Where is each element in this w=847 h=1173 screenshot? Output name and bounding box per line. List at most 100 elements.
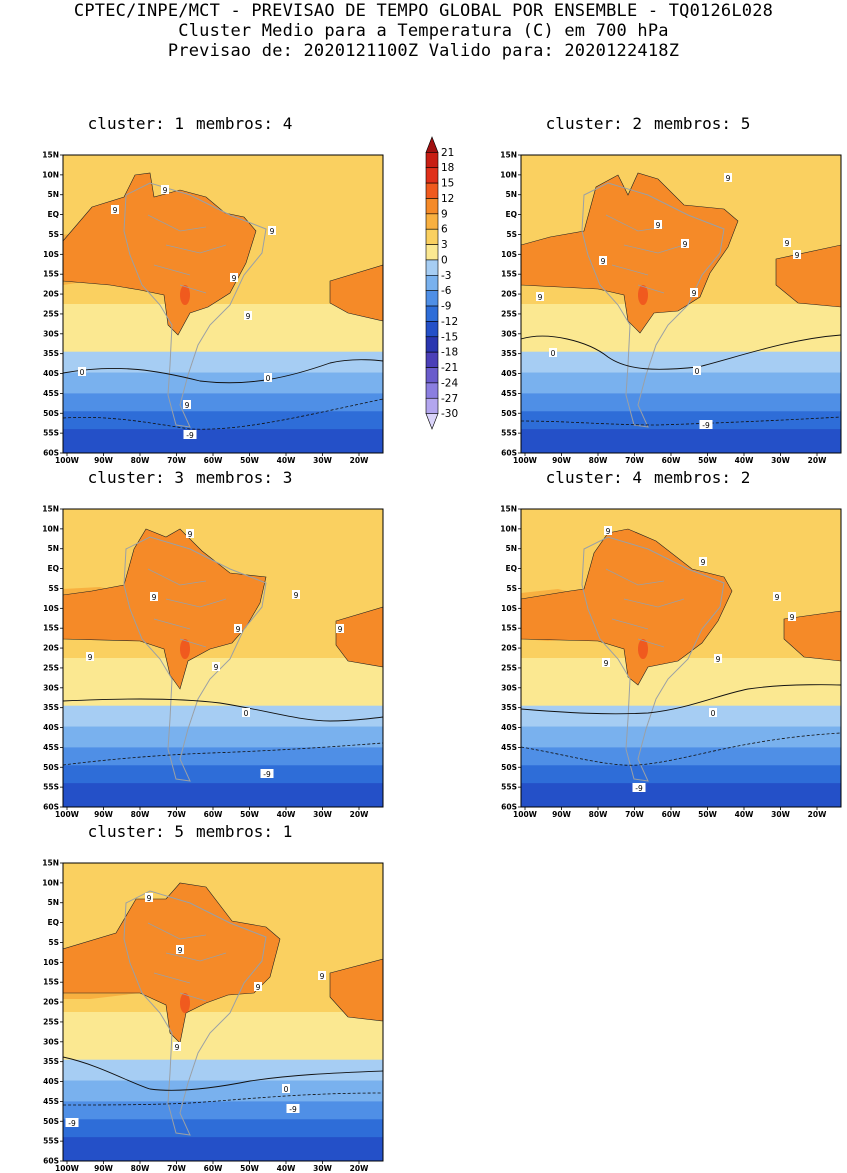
lon-label: 80W [131,456,150,465]
lat-label: 20S [43,644,59,653]
lon-label: 80W [589,456,608,465]
contour-label-box [111,205,119,214]
temperature-band [63,783,383,807]
lat-label: 40S [43,1077,59,1086]
lat-label: 10S [43,958,59,967]
contour-label-box [690,288,698,297]
map-panel-cluster-3: cluster: 3 membros: 3 9 9 9 9 9 9 9 0 -9 15N 10N 5N E… [30,469,390,819]
country-borders [147,568,227,648]
lat-label: EQ [48,210,60,219]
hot-spot [638,639,648,659]
lon-label: 30W [313,810,332,819]
contour-label-box [714,654,722,663]
temperature-band [63,1059,383,1082]
contour-label-box [186,529,194,538]
colorbar-swatch [425,305,439,322]
lat-label: 35S [43,703,59,712]
lat-label: EQ [506,210,518,219]
lon-label: 90W [552,456,571,465]
contour-minus-nine [521,416,841,426]
contour-label: 9 [606,527,611,536]
lat-label: 15N [500,151,517,160]
lat-label: 35S [501,703,517,712]
contour-label-box [230,273,238,282]
lat-label: 25S [43,663,59,672]
continent-outline [123,182,267,428]
lat-label: 15N [42,505,59,514]
colorbar-swatch [425,351,439,368]
colorbar-tick-label: 21 [441,147,454,159]
lon-label: 30W [313,456,332,465]
temperature-band [63,765,383,785]
colorbar-swatch [425,244,439,261]
lat-label: 10N [500,170,517,179]
contour-label: 0 [244,709,249,718]
lat-label: 60S [43,803,59,812]
lon-label: 40W [277,456,296,465]
contour-label-box [793,250,801,259]
lat-label: 25S [501,309,517,318]
contour-label-box [549,348,557,357]
contour-minus-nine [63,742,383,766]
colorbar-tick-label: 3 [441,239,448,251]
contour-label: 0 [80,368,85,377]
lat-label: 35S [43,349,59,358]
lat-label: 5S [48,230,59,239]
lat-label: 30S [501,683,517,692]
temperature-band [63,1119,383,1139]
colorbar-swatch [425,228,439,245]
lon-label: 100W [55,456,80,465]
lat-label: 25S [43,309,59,318]
lat-label: 15S [43,270,59,279]
lon-label: 50W [240,456,259,465]
continent-outline [123,890,267,1136]
contour-label: 9 [683,240,688,249]
members-label: membros: 4 [196,114,293,133]
lon-label: 70W [167,810,186,819]
lat-label: 20S [43,998,59,1007]
contour-label: 9 [256,983,261,992]
warm-region [783,610,841,662]
contour-label-box [699,557,707,566]
map-panel-cluster-5: cluster: 5 membros: 1 9 9 9 9 9 0 -9 -9 15N 10N 5N E… [30,822,390,1173]
header-subtitle: Cluster Medio para a Temperatura (C) em … [178,21,669,41]
contour-label: 9 [294,591,299,600]
lat-label: 15S [501,624,517,633]
lat-label: 55S [501,429,517,438]
lon-label: 80W [131,1164,150,1173]
contour-minus-nine [521,732,841,766]
lat-label: 10S [43,604,59,613]
contour-label: 9 [726,174,731,183]
continent-outline [581,182,725,428]
contour-label: 9 [320,972,325,981]
contour-label-box [286,1104,300,1113]
contour-label: 9 [692,289,697,298]
contour-label: 9 [246,312,251,321]
cluster-label: cluster: 5 [87,822,184,841]
lon-label: 30W [771,456,790,465]
panel-title: cluster: 3 membros: 3 [30,469,350,487]
lat-label: 20S [501,290,517,299]
lon-label: 100W [513,456,538,465]
warm-region [329,264,383,322]
lat-label: 25S [43,1017,59,1026]
lon-label: 100W [55,810,80,819]
contour-label: 0 [266,374,271,383]
temperature-band [63,747,383,767]
lat-label: 10N [500,524,517,533]
contour-label-box [724,173,732,182]
contour-label-box [632,783,646,792]
map-panel-cluster-4: cluster: 4 membros: 2 9 9 9 9 9 9 0 -9 15N 10N 5N EQ… [488,469,847,819]
lat-label: 5S [506,584,517,593]
colorbar-tick-label: -24 [441,377,458,389]
temperature-band [521,747,841,767]
contour-label-box [604,526,612,535]
colorbar-tick-label: -30 [441,408,458,420]
plot-frame [62,508,384,808]
temperature-band [63,372,383,395]
lat-label: 60S [43,449,59,458]
lat-label: 15N [42,859,59,868]
colorbar-tick-label: -6 [441,285,452,297]
colorbar-swatch [425,275,439,291]
